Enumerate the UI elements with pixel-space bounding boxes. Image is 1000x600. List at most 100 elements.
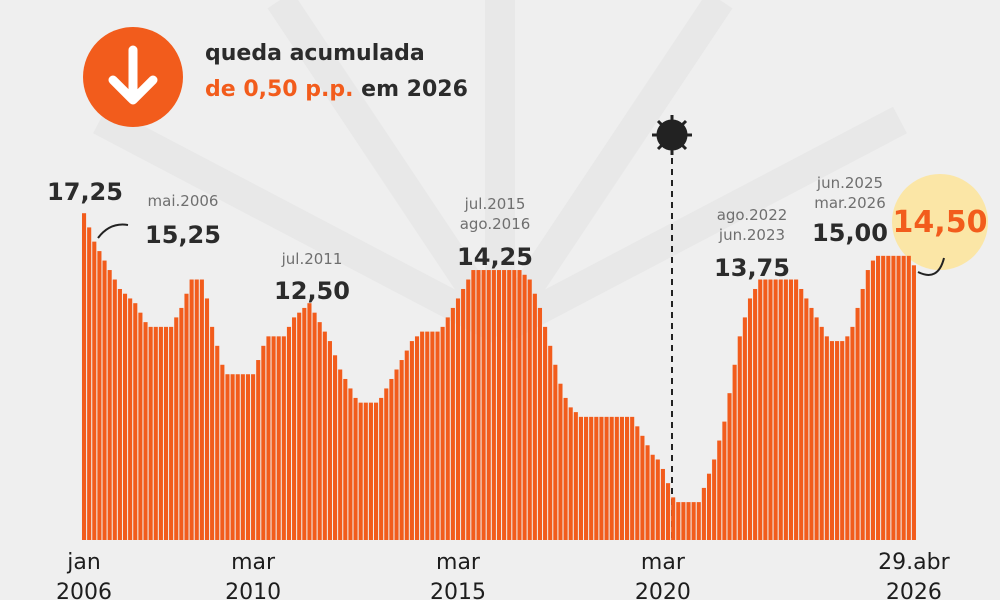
bar xyxy=(712,459,717,540)
x-tick-label: mar 2010 xyxy=(225,550,282,600)
bar xyxy=(158,326,163,540)
bar xyxy=(881,255,886,541)
x-tick-label: mar 2020 xyxy=(634,550,691,600)
bar xyxy=(471,270,476,540)
bar xyxy=(865,270,870,540)
bar xyxy=(302,307,307,540)
bar xyxy=(153,326,158,540)
bar xyxy=(635,426,640,540)
bar xyxy=(174,317,179,540)
bar xyxy=(655,459,660,540)
bar xyxy=(906,255,911,541)
bar xyxy=(399,360,404,540)
bar xyxy=(758,279,763,540)
bar xyxy=(102,260,107,540)
bar xyxy=(548,345,553,540)
bar xyxy=(163,326,169,540)
bar xyxy=(450,307,455,540)
bar xyxy=(819,326,824,540)
bar xyxy=(281,336,286,540)
x-tick-label: jan 2006 xyxy=(56,550,113,600)
bar xyxy=(691,502,696,540)
bar xyxy=(778,279,783,540)
bar xyxy=(855,307,860,540)
pointer-arrow xyxy=(97,223,129,239)
bar xyxy=(502,270,507,540)
header: queda acumulada de 0,50 p.p. em 2026 xyxy=(205,36,468,108)
bar xyxy=(425,331,430,540)
annotation-value: 17,25 xyxy=(47,178,123,206)
bar xyxy=(112,279,117,540)
bar xyxy=(338,369,343,540)
bar xyxy=(133,303,138,540)
bar xyxy=(363,402,368,540)
virus-icon xyxy=(652,115,692,155)
bar xyxy=(143,322,148,540)
bar xyxy=(686,502,691,540)
bar xyxy=(665,483,671,540)
bar xyxy=(384,388,389,540)
bar xyxy=(614,416,619,540)
bar xyxy=(97,251,102,540)
bar xyxy=(317,322,322,540)
bar xyxy=(256,360,261,540)
down-arrow xyxy=(108,45,158,105)
bar xyxy=(394,369,399,540)
bar xyxy=(578,416,583,540)
bar xyxy=(599,416,604,540)
annotation-value: 15,00 xyxy=(812,219,888,247)
bar xyxy=(179,307,184,540)
bar xyxy=(660,468,665,540)
bar xyxy=(240,374,245,540)
bar xyxy=(517,270,522,540)
annotation-date: jun.2025 mar.2026 xyxy=(814,174,886,212)
annotation-date: jul.2011 xyxy=(281,250,343,268)
bar xyxy=(199,279,204,540)
bar xyxy=(276,336,281,540)
bar xyxy=(901,255,906,541)
bar xyxy=(435,331,440,540)
annotation-date: mai.2006 xyxy=(147,192,219,210)
bar xyxy=(128,298,133,540)
bar xyxy=(348,388,353,540)
bar xyxy=(604,416,609,540)
bar xyxy=(850,326,855,540)
bar xyxy=(404,350,409,540)
bar xyxy=(753,288,758,540)
bar xyxy=(768,279,773,540)
bar xyxy=(271,336,276,540)
bar xyxy=(594,416,599,540)
bar xyxy=(563,397,568,540)
header-rest: em 2026 xyxy=(361,77,468,102)
bar xyxy=(543,326,548,540)
background-rays xyxy=(93,0,907,344)
bar xyxy=(845,336,850,540)
annotation-date: jul.2015 ago.2016 xyxy=(459,195,531,233)
bar xyxy=(645,445,650,540)
pointer-arrow xyxy=(917,257,945,276)
bar xyxy=(640,435,645,540)
highlight-circle xyxy=(892,174,988,270)
bar xyxy=(870,260,875,540)
bar xyxy=(717,440,722,540)
bar xyxy=(696,502,701,540)
bar xyxy=(117,288,122,540)
bar xyxy=(896,255,901,541)
bar xyxy=(189,279,194,540)
bar xyxy=(584,416,589,540)
bar xyxy=(799,288,804,540)
bar xyxy=(727,393,732,540)
annotation-date: ago.2022 jun.2023 xyxy=(716,206,788,244)
bar xyxy=(619,416,624,540)
bar xyxy=(824,336,829,540)
bar xyxy=(911,265,916,540)
annotation-value: 15,25 xyxy=(145,221,221,249)
bar xyxy=(312,312,317,540)
bar xyxy=(809,307,814,540)
bar xyxy=(532,293,537,540)
bar xyxy=(215,345,220,540)
bar xyxy=(650,454,655,540)
bar xyxy=(266,336,271,540)
bar xyxy=(522,274,527,540)
bar xyxy=(537,307,543,540)
